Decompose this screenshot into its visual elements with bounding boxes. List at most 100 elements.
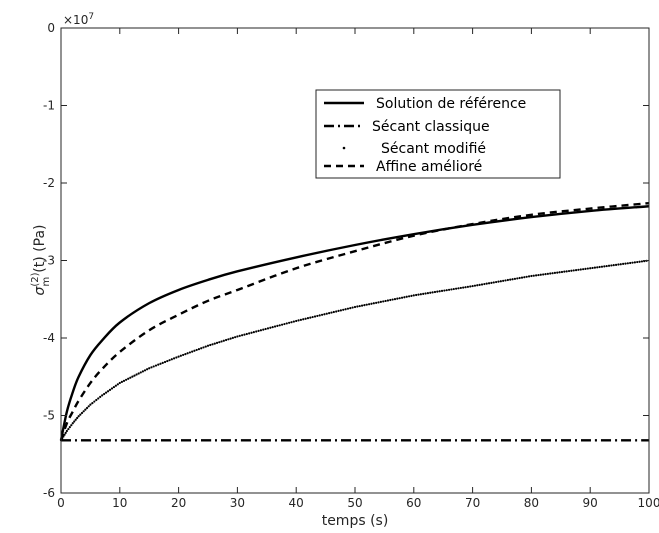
data-point — [154, 364, 158, 367]
data-point — [473, 284, 477, 287]
data-point — [438, 290, 441, 293]
data-point — [295, 319, 298, 323]
data-point — [480, 283, 484, 286]
data-point — [285, 322, 288, 325]
data-point — [382, 300, 385, 303]
data-point — [309, 316, 312, 319]
data-point — [619, 263, 622, 266]
data-point — [360, 304, 364, 307]
data-point — [396, 297, 399, 300]
data-point — [455, 287, 458, 290]
data-point — [264, 327, 267, 331]
data-point — [65, 429, 68, 433]
data-point — [110, 387, 114, 390]
data-point — [478, 283, 481, 286]
data-point — [106, 390, 110, 393]
data-point — [191, 350, 194, 353]
data-point — [563, 270, 566, 273]
data-point — [504, 279, 507, 282]
data-point — [133, 374, 136, 377]
data-point — [567, 269, 571, 273]
data-point — [624, 262, 627, 265]
x-tick-label: 60 — [406, 496, 421, 510]
data-point — [372, 302, 375, 305]
data-point — [596, 266, 599, 269]
x-tick-label: 20 — [171, 496, 186, 510]
data-point — [234, 336, 237, 339]
data-point — [549, 272, 552, 275]
data-point — [143, 369, 147, 372]
y-tick-label: -1 — [43, 99, 55, 113]
data-point — [231, 336, 234, 339]
data-point — [457, 287, 460, 290]
data-point — [356, 305, 359, 308]
series-sécant-modifié — [59, 259, 648, 442]
data-point — [215, 341, 219, 344]
data-point — [252, 331, 255, 334]
data-point — [433, 290, 437, 294]
x-axis-label: temps (s) — [322, 513, 389, 529]
data-point — [412, 294, 415, 297]
data-point — [584, 267, 587, 270]
data-point — [622, 262, 625, 266]
data-point — [218, 341, 221, 344]
data-point — [342, 308, 345, 311]
data-point — [633, 261, 636, 264]
legend-label: Sécant classique — [372, 119, 490, 135]
x-tick-label: 70 — [465, 496, 480, 510]
legend-label: Sécant modifié — [381, 141, 486, 157]
data-point — [304, 317, 307, 320]
data-point — [325, 312, 328, 315]
data-point — [288, 321, 291, 324]
x-tick-label: 40 — [289, 496, 304, 510]
data-point — [403, 296, 406, 299]
data-point — [157, 363, 160, 366]
data-point — [292, 320, 295, 323]
data-point — [238, 334, 241, 337]
data-point — [605, 264, 608, 268]
data-point — [537, 273, 540, 277]
legend-box — [315, 89, 561, 179]
data-point — [636, 260, 639, 264]
data-point — [64, 431, 67, 434]
data-point — [236, 335, 239, 338]
data-point — [112, 385, 116, 389]
y-tick-label: -5 — [43, 409, 55, 423]
data-point — [379, 300, 382, 303]
data-point — [631, 261, 634, 264]
data-point — [148, 367, 151, 370]
data-point — [502, 279, 505, 282]
data-point — [197, 347, 201, 351]
data-point — [469, 285, 472, 288]
legend: Solution de référence Sécant classique S… — [315, 89, 561, 179]
data-point — [323, 313, 326, 316]
data-point — [490, 281, 493, 284]
data-point — [351, 306, 354, 309]
data-point — [80, 411, 84, 415]
data-point — [520, 276, 524, 279]
data-point — [419, 293, 422, 296]
data-point — [330, 311, 333, 314]
data-point — [328, 312, 331, 315]
data-point — [431, 291, 434, 294]
data-point — [255, 330, 258, 333]
data-point — [116, 383, 119, 386]
data-point — [87, 405, 90, 408]
data-point — [422, 292, 425, 295]
data-point — [353, 305, 357, 309]
data-point — [273, 325, 277, 328]
data-point — [269, 326, 272, 329]
data-point — [220, 340, 223, 343]
data-point — [101, 394, 104, 397]
data-point — [523, 276, 526, 279]
data-point — [506, 278, 509, 282]
data-point — [120, 380, 123, 383]
data-point — [337, 309, 340, 313]
data-point — [485, 282, 488, 285]
data-point — [266, 327, 270, 330]
data-point — [299, 318, 303, 321]
exponent-label: ×107 — [63, 12, 94, 27]
data-point — [200, 347, 203, 350]
data-point — [91, 402, 94, 405]
data-point — [103, 392, 106, 396]
